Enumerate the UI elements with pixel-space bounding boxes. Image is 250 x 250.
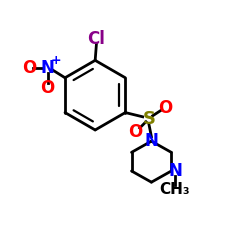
Text: N: N	[168, 162, 182, 180]
Text: CH₃: CH₃	[160, 182, 190, 197]
Text: S: S	[142, 110, 156, 128]
Text: O: O	[22, 59, 36, 77]
Text: O: O	[40, 79, 55, 97]
Text: O: O	[158, 98, 172, 116]
Text: N: N	[144, 132, 158, 150]
Text: O: O	[128, 124, 142, 142]
Text: +: +	[50, 54, 61, 67]
Text: Cl: Cl	[88, 30, 105, 48]
Text: N: N	[41, 59, 54, 77]
